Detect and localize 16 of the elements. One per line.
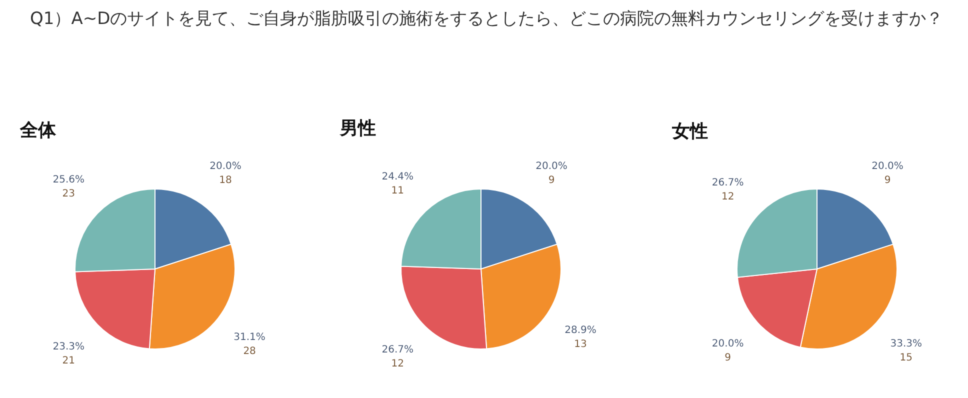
- data-label: 20.0% 9: [536, 160, 568, 186]
- chart-title: 男性: [339, 118, 376, 139]
- data-label: 20.0% 18: [210, 160, 242, 186]
- data-label: 23.3% 21: [52, 341, 85, 366]
- data-label: 31.1% 28: [234, 332, 266, 357]
- data-label: 26.7% 12: [712, 178, 744, 203]
- data-label: 20.0% 9: [872, 160, 904, 186]
- data-label: 25.6% 23: [52, 174, 85, 200]
- data-label: 20.0% 9: [712, 338, 744, 364]
- text: Q1）A~Dのサイトを見て、ご自身が脂肪吸引の施術をするとしたら、どこの病院の無料カウンセリングを受けますか？: [30, 9, 944, 29]
- data-label: 24.4% 11: [382, 172, 414, 197]
- chart-subtitle: 全体: [19, 120, 57, 141]
- chart-title: 女性: [671, 121, 708, 142]
- data-label: 28.9% 13: [564, 325, 596, 350]
- data-label: 26.7% 12: [382, 344, 414, 370]
- data-label: 33.3% 15: [890, 338, 922, 364]
